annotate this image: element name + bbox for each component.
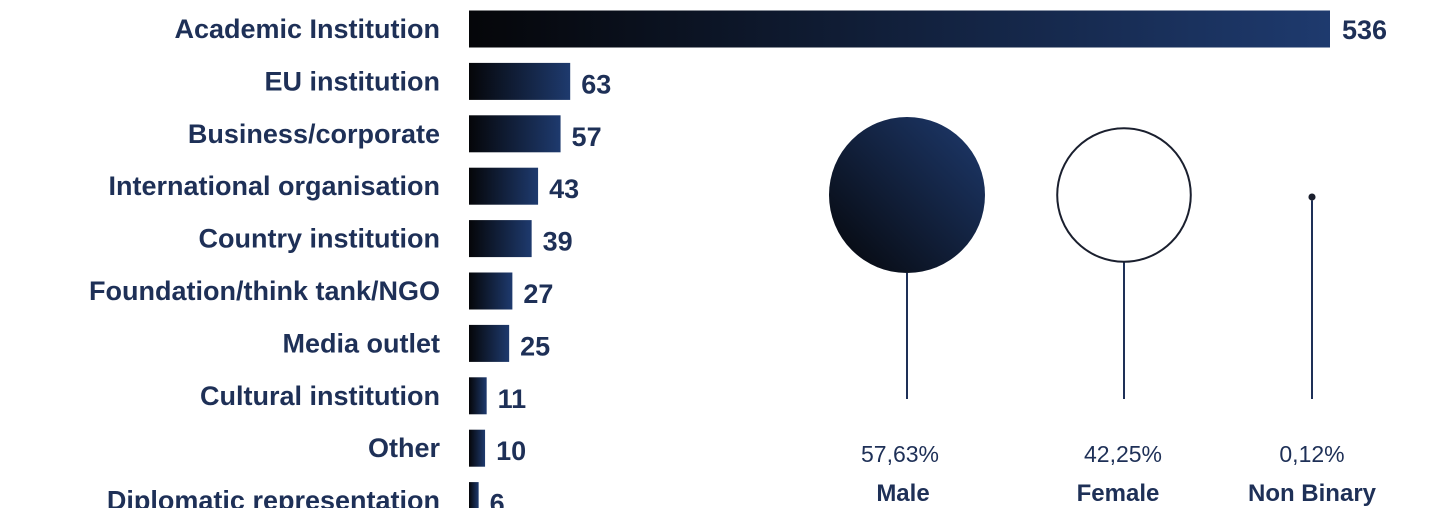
bar-category-label: Foundation/think tank/NGO [89,276,440,306]
bar [469,62,571,100]
bar-category-label: International organisation [108,171,440,201]
bar-value-label: 63 [581,69,611,99]
bar-value-label: 6 [490,489,505,508]
institution-bar-chart: Academic Institution 536 EU institution 63 B… [89,10,1387,508]
gender-category-label: Non Binary [1248,480,1377,507]
bar-category-label: Academic Institution [174,14,440,44]
bar-value-label: 25 [520,331,550,361]
gender-percent-label: 42,25% [1084,441,1162,467]
bar [469,377,487,415]
bar-category-label: Business/corporate [188,119,440,149]
bar-category-label: EU institution [265,66,440,96]
bar [469,272,513,310]
bar-category-label: Cultural institution [200,381,440,411]
gender-bubble-chart: 57,63% Male 42,25% Female 0,12% Non Binary [829,117,1377,507]
bar [469,482,479,508]
gender-bubble [1308,193,1316,201]
bar-category-label: Diplomatic representation [107,486,440,508]
bar [469,324,510,362]
bar-value-label: 57 [572,122,602,152]
bar [469,115,561,153]
gender-percent-label: 0,12% [1279,441,1344,467]
bar [469,220,532,258]
bar-value-label: 39 [543,227,573,257]
bar-value-label: 536 [1342,15,1387,45]
gender-bubble [1056,127,1192,263]
bar-value-label: 11 [498,384,527,414]
gender-bubble [829,117,985,273]
bar-value-label: 10 [496,436,526,466]
bar [469,167,539,205]
bar-value-label: 43 [549,174,579,204]
bar [469,429,486,467]
gender-category-label: Male [876,480,929,507]
bar-category-label: Other [368,433,441,463]
bar [469,10,1330,48]
bar-value-label: 27 [523,279,553,309]
gender-percent-label: 57,63% [861,441,939,467]
bar-category-label: Media outlet [282,328,440,358]
gender-category-label: Female [1077,480,1160,507]
bar-category-label: Country institution [199,224,440,254]
